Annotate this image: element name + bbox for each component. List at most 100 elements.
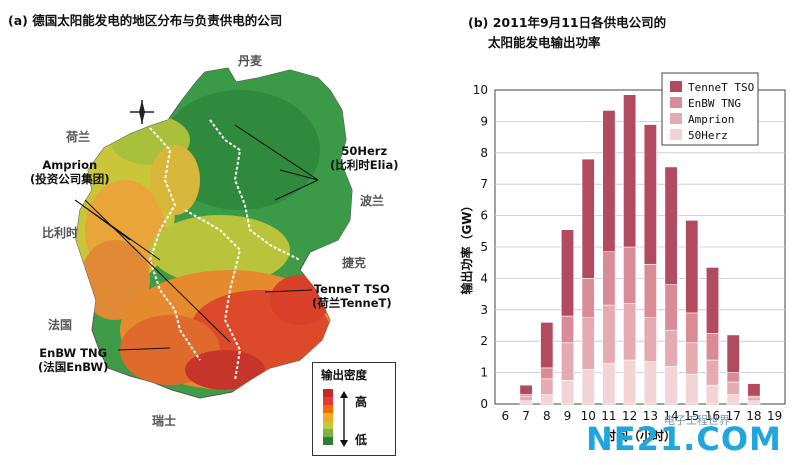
- y-tick-label: 0: [480, 397, 488, 411]
- bar-segment: [705, 333, 720, 361]
- bar-segment: [540, 378, 554, 395]
- legend-swatch: [670, 113, 682, 124]
- bar-segment: [664, 366, 678, 405]
- y-tick-label: 2: [480, 334, 488, 348]
- bar-segment: [726, 381, 740, 395]
- bar-segment: [519, 400, 533, 405]
- x-tick-label: 13: [643, 409, 658, 423]
- bar-segment: [519, 384, 533, 395]
- watermark-cn: 电子工程世界: [664, 414, 730, 427]
- x-tick-label: 9: [564, 409, 572, 423]
- germany-map: [74, 67, 353, 399]
- bar-segment: [643, 317, 657, 362]
- bar-segment: [560, 342, 575, 381]
- bar-segment: [726, 394, 740, 405]
- bar-segment: [643, 124, 657, 265]
- x-tick-label: 14: [663, 409, 678, 423]
- density-high-label: 高: [355, 395, 368, 409]
- y-tick-label: 8: [480, 146, 488, 160]
- bar-segment: [685, 342, 699, 375]
- x-tick-label: 11: [601, 409, 616, 423]
- company-tennet-sub: (荷兰TenneT): [312, 296, 392, 310]
- y-tick-label: 1: [480, 366, 488, 380]
- density-swatch: [323, 405, 333, 413]
- watermark-text: NE21.COM: [586, 420, 782, 458]
- bar-segment: [602, 362, 616, 405]
- bar-segment: [643, 263, 657, 318]
- bar-segment: [560, 315, 575, 344]
- panel-a-title: (a) 德国太阳能发电的地区分布与负责供电的公司: [8, 13, 283, 28]
- x-tick-label: 17: [726, 409, 741, 423]
- y-tick-label: 7: [480, 177, 488, 191]
- bar-segment: [685, 373, 699, 405]
- density-swatch: [323, 437, 333, 445]
- x-tick-label: 8: [543, 409, 551, 423]
- label-france: 法国: [48, 318, 73, 332]
- company-50herz: 50Herz (比利时Elia): [330, 144, 399, 172]
- bar-segment: [540, 322, 554, 369]
- company-enbw-sub: (法国EnBW): [38, 360, 109, 374]
- chart-subtitle: 太阳能发电输出功率: [488, 35, 601, 50]
- bar-segment: [643, 361, 657, 405]
- company-amprion-name: Amprion: [42, 158, 98, 172]
- bar-segment: [560, 229, 575, 317]
- y-tick-label: 9: [480, 114, 488, 128]
- y-tick-label: 10: [473, 83, 488, 97]
- x-tick-label: 7: [522, 409, 530, 423]
- bar-segment: [705, 359, 720, 386]
- bar-segment: [705, 267, 720, 334]
- bar-segment: [747, 400, 761, 405]
- x-tick-label: 19: [767, 409, 782, 423]
- bar-segment: [581, 317, 595, 370]
- bar-segment: [602, 110, 616, 253]
- bar-segment: [664, 166, 678, 285]
- bar-segment: [623, 359, 637, 405]
- company-50herz-name: 50Herz: [341, 144, 388, 158]
- company-amprion-sub: (投资公司集团): [30, 172, 110, 186]
- x-tick-label: 18: [746, 409, 761, 423]
- label-netherlands: 荷兰: [66, 130, 91, 144]
- legend-label: TenneT TSO: [688, 81, 754, 94]
- bar-segment: [664, 329, 678, 367]
- company-enbw: EnBW TNG (法国EnBW): [38, 346, 108, 374]
- bar-segment: [602, 251, 616, 306]
- y-tick-label: 4: [480, 271, 488, 285]
- bar-segment: [519, 395, 533, 402]
- company-50herz-sub: (比利时Elia): [330, 158, 399, 172]
- bar-segment: [685, 220, 699, 314]
- y-tick-label: 3: [480, 303, 488, 317]
- legend-swatch: [670, 129, 682, 140]
- y-tick-label: 5: [480, 240, 488, 254]
- label-switzerland: 瑞士: [152, 414, 177, 428]
- x-tick-label: 15: [684, 409, 699, 423]
- density-color-scale: [323, 389, 333, 445]
- bar-segment: [747, 383, 761, 397]
- bar-segment: [726, 372, 740, 383]
- bar-segment: [623, 94, 637, 248]
- label-belgium: 比利时: [42, 226, 79, 240]
- label-denmark: 丹麦: [238, 54, 263, 68]
- density-swatch: [323, 397, 333, 405]
- legend-label: EnBW TNG: [688, 97, 741, 110]
- density-swatch: [323, 429, 333, 437]
- y-tick-label: 6: [480, 209, 488, 223]
- density-arrow-icon: [340, 391, 348, 447]
- x-tick-label: 10: [581, 409, 596, 423]
- density-legend: 输出密度 高 低: [312, 362, 396, 456]
- density-swatch: [323, 421, 333, 429]
- chart-title: (b) 2011年9月11日各供电公司的: [468, 15, 667, 30]
- legend-swatch: [670, 97, 682, 108]
- y-axis-label: 输出功率（GW）: [459, 199, 474, 294]
- x-tick-label: 6: [502, 409, 510, 423]
- density-swatch: [323, 413, 333, 421]
- density-swatch: [323, 389, 333, 397]
- legend-swatch: [670, 81, 682, 92]
- bar-segment: [581, 369, 595, 405]
- bar-segment: [581, 158, 595, 279]
- label-czech: 捷克: [342, 256, 367, 270]
- x-axis-label: 时间（小时）: [604, 428, 676, 443]
- bar-segment: [623, 246, 637, 304]
- bar-segment: [726, 334, 740, 373]
- bar-segment: [540, 394, 554, 405]
